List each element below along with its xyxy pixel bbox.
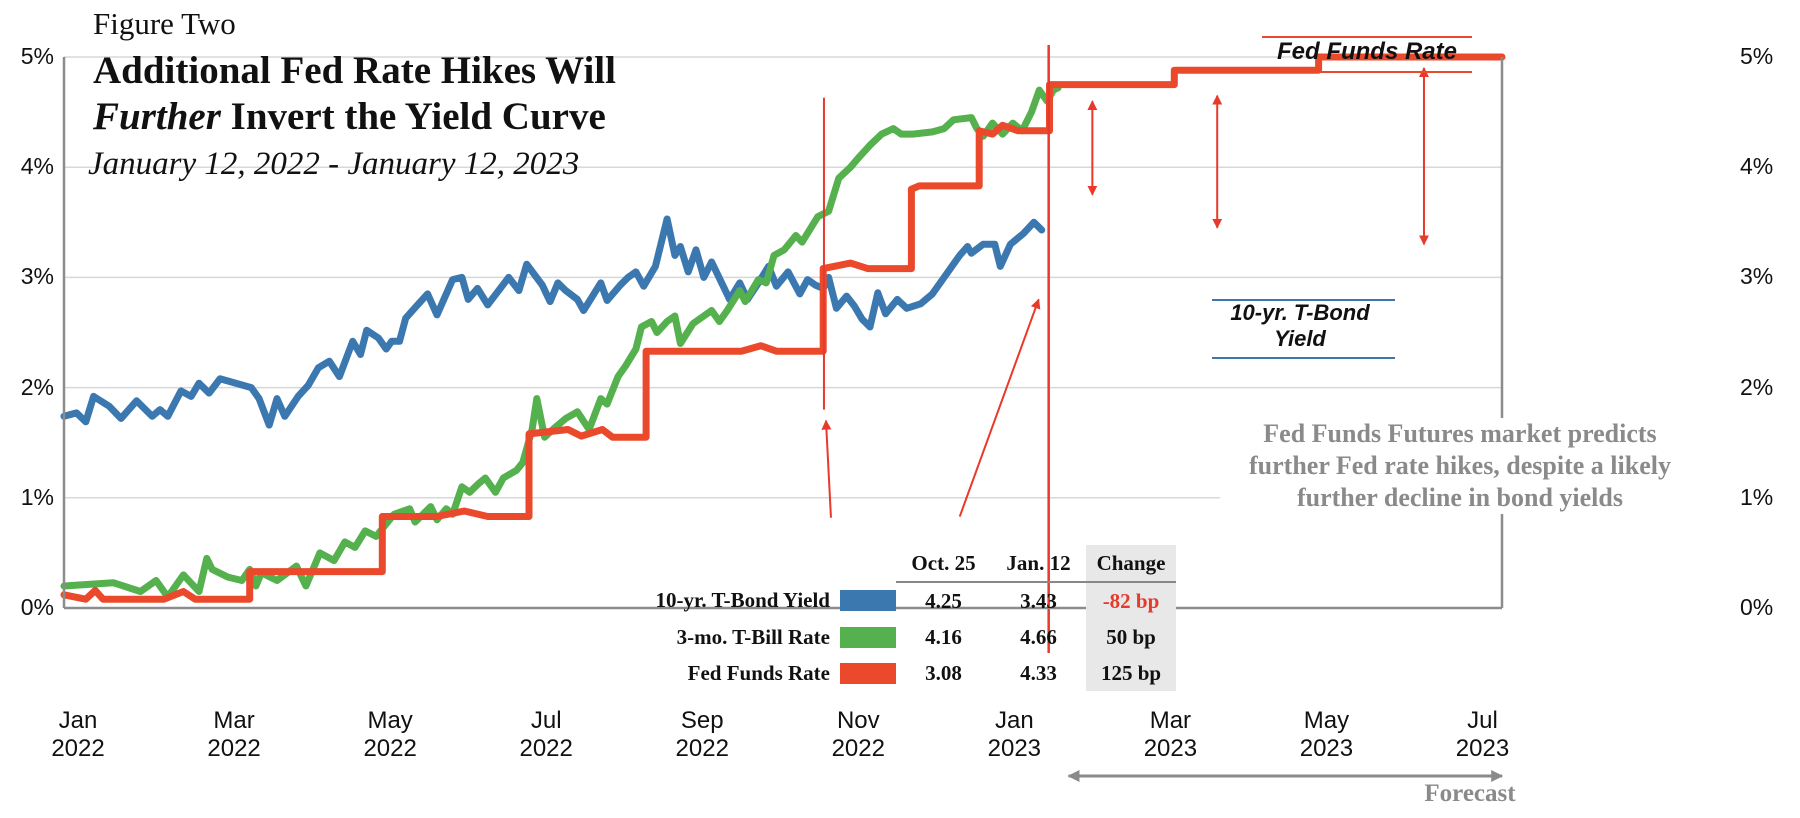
legend-row-ffr: Fed Funds Rate 3.08 4.33 125 bp (600, 655, 1176, 691)
legend-header-row: Oct. 25 Jan. 12 Change (600, 545, 1176, 583)
y-tick-label-right: 5% (1740, 43, 1774, 69)
fed-funds-rate-annotation: Fed Funds Rate (1276, 38, 1457, 65)
y-tick-label-left: 4% (20, 153, 54, 180)
bond-yield-annotation: 10-yr. T-Bond Yield (1205, 300, 1395, 352)
legend-jan12-value: 4.33 (1020, 660, 1057, 685)
legend-oct25-value: 4.25 (925, 588, 962, 613)
x-tick-year: 2023 (1143, 735, 1198, 762)
note-line: further Fed rate hikes, despite a likely (1249, 451, 1671, 480)
legend-series-name: 10-yr. T-Bond Yield (655, 588, 830, 612)
x-tick-month: Sep (680, 707, 724, 734)
legend-header-jan12: Jan. 12 (991, 545, 1086, 583)
x-tick-year: 2022 (831, 735, 885, 762)
x-tick-month: Jan (58, 707, 98, 734)
y-tick-label-left: 0% (20, 594, 54, 620)
y-tick-label-left: 5% (20, 43, 54, 69)
x-tick-month: Jul (530, 707, 562, 734)
y-tick-label-left: 1% (20, 483, 54, 510)
x-tick-label: Mar 2023 (1115, 707, 1225, 763)
legend-oct25-value: 3.08 (925, 660, 962, 685)
y-tick-label-right: 4% (1740, 153, 1774, 180)
x-tick-month: May (367, 707, 413, 734)
legend-swatch (840, 655, 896, 691)
legend-change-value: 125 bp (1086, 655, 1176, 691)
y-tick-label-right: 1% (1740, 483, 1774, 510)
legend-header-blank (600, 545, 840, 582)
x-tick-month: May (1303, 707, 1350, 734)
x-tick-month: Jan (994, 707, 1034, 734)
note-line: further decline in bond yields (1296, 483, 1623, 512)
x-tick-label: Sep 2022 (647, 707, 757, 763)
oct25-pointer-arrow (821, 419, 832, 518)
note-line: Fed Funds Futures market predicts (1263, 419, 1657, 448)
x-tick-year: 2022 (519, 735, 573, 762)
legend-row-tbill: 3-mo. T-Bill Rate 4.16 4.66 50 bp (600, 619, 1176, 655)
legend-jan12-value: 3.43 (1020, 588, 1057, 613)
legend-header-blank (840, 545, 896, 582)
title-line-1: Additional Fed Rate Hikes Will (93, 49, 616, 92)
title-line-2: Further Invert the Yield Curve (93, 94, 616, 140)
legend-swatch (840, 619, 896, 655)
x-tick-month: Jul (1467, 707, 1498, 734)
x-tick-year: 2023 (987, 735, 1042, 762)
x-tick-label: Jan 2023 (959, 707, 1069, 763)
x-tick-label: Mar 2022 (179, 707, 289, 763)
forecast-note: Fed Funds Futures market predicts furthe… (1220, 418, 1700, 514)
figure-label: Figure Two (93, 6, 236, 41)
bond-label-line-2: Yield (1274, 326, 1326, 351)
series-line-fed-funds (60, 53, 1506, 603)
x-tick-month: Mar (213, 707, 255, 734)
x-tick-year: 2023 (1299, 735, 1354, 762)
legend-oct25-value: 4.16 (925, 624, 962, 649)
x-tick-label: Jul 2022 (491, 707, 601, 763)
y-tick-label-left: 3% (20, 263, 54, 290)
legend-change-value: 50 bp (1086, 619, 1176, 655)
x-tick-year: 2023 (1455, 735, 1510, 762)
title-line-2-rest: Invert the Yield Curve (220, 95, 606, 138)
legend-series-name: Fed Funds Rate (687, 660, 830, 685)
x-tick-month: Mar (1149, 707, 1192, 734)
chart-title: Additional Fed Rate Hikes Will Further I… (93, 48, 616, 140)
legend-change-value: -82 bp (1086, 582, 1176, 619)
x-tick-month: Nov (836, 707, 880, 734)
y-tick-label-left: 2% (20, 373, 54, 400)
legend-row-bond: 10-yr. T-Bond Yield 4.25 3.43 -82 bp (600, 582, 1176, 619)
x-tick-label: Jul 2023 (1427, 707, 1537, 763)
x-tick-label: May 2022 (335, 707, 445, 763)
y-tick-label-right: 2% (1740, 373, 1774, 400)
legend-swatch (840, 582, 896, 619)
chart-subtitle: January 12, 2022 - January 12, 2023 (88, 146, 580, 182)
jan12-pointer-arrow (958, 298, 1041, 517)
y-tick-label-right: 0% (1740, 594, 1774, 620)
series-line-tbill (60, 84, 1062, 601)
x-tick-label: Jan 2022 (23, 707, 133, 763)
forecast-label: Forecast (1424, 780, 1516, 807)
x-tick-year: 2022 (675, 735, 729, 762)
legend-series-name: 3-mo. T-Bill Rate (676, 624, 830, 649)
bond-label-line-1: 10-yr. T-Bond (1230, 300, 1370, 325)
x-tick-year: 2022 (207, 735, 261, 762)
series-line-bond-yield (60, 215, 1046, 429)
title-emphasis: Further (93, 95, 221, 138)
legend-header-change: Change (1086, 545, 1176, 583)
x-tick-year: 2022 (363, 735, 417, 762)
x-tick-label: Nov 2022 (803, 707, 913, 763)
axes (62, 57, 1504, 610)
legend-jan12-value: 4.66 (1020, 624, 1057, 649)
y-tick-label-right: 3% (1740, 263, 1774, 290)
legend-header-oct25: Oct. 25 (896, 545, 991, 583)
series-lines (60, 53, 1506, 603)
x-tick-year: 2022 (51, 735, 105, 762)
x-tick-label: May 2023 (1271, 707, 1381, 763)
legend-table: Oct. 25 Jan. 12 Change 10-yr. T-Bond Yie… (600, 545, 1176, 691)
